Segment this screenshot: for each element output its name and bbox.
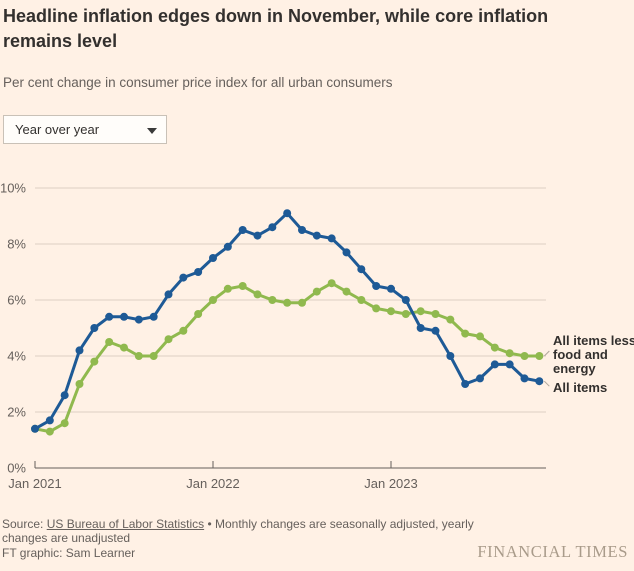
series-1-marker-16 — [268, 223, 277, 232]
label-connector-1 — [543, 380, 550, 387]
series-1-marker-19 — [312, 231, 321, 240]
series-1-marker-24 — [387, 284, 395, 293]
view-mode-dropdown[interactable]: Year over year — [3, 115, 167, 144]
series-line-1 — [33, 211, 541, 431]
series-0-marker-11 — [194, 310, 203, 318]
source-rest: • Monthly changes are seasonally adjuste… — [2, 517, 474, 545]
series-0-marker-3 — [75, 380, 84, 388]
series-1-marker-14 — [238, 226, 247, 234]
series-1-marker-15 — [253, 231, 262, 240]
series-1-marker-26 — [416, 324, 425, 332]
series-0-marker-22 — [357, 296, 366, 304]
series-1-marker-11 — [194, 268, 203, 276]
series-0-marker-12 — [209, 296, 217, 304]
series-1-marker-22 — [357, 265, 366, 274]
series-0-marker-24 — [387, 307, 395, 316]
series-0-marker-5 — [105, 338, 114, 346]
series-1-marker-4 — [90, 324, 99, 332]
series-0-marker-29 — [461, 329, 470, 338]
x-tick-label-0: Jan 2021 — [8, 476, 62, 491]
series-0-marker-1 — [45, 427, 54, 436]
series-0-marker-9 — [164, 335, 173, 344]
series-0-marker-17 — [283, 298, 292, 307]
series-0-marker-14 — [238, 282, 247, 290]
series-1-marker-3 — [75, 346, 84, 355]
series-0-marker-25 — [401, 310, 410, 318]
series-1-marker-25 — [401, 296, 410, 304]
y-tick-label-0: 0% — [7, 461, 26, 476]
series-1-marker-5 — [105, 312, 114, 321]
series-1-marker-33 — [520, 374, 529, 383]
series-1-marker-1 — [45, 416, 54, 425]
series-0-marker-16 — [268, 296, 277, 304]
series-1-marker-13 — [223, 242, 232, 251]
series-0-marker-31 — [490, 343, 499, 352]
series-1-marker-27 — [431, 326, 440, 335]
series-0-marker-19 — [312, 287, 321, 296]
series-0-marker-30 — [476, 332, 484, 341]
series-0-marker-15 — [253, 290, 262, 299]
y-tick-label-8: 8% — [7, 237, 26, 252]
series-1-marker-7 — [134, 315, 143, 324]
source-note: Source: US Bureau of Labor Statistics • … — [2, 517, 492, 545]
series-0-marker-7 — [134, 352, 143, 360]
series-1-marker-9 — [164, 290, 173, 299]
x-tick-label-2: Jan 2023 — [364, 476, 418, 491]
series-1-marker-30 — [476, 374, 484, 383]
series-1-marker-29 — [461, 380, 470, 388]
series-0-marker-34 — [535, 352, 544, 360]
series-1-marker-0 — [31, 424, 39, 433]
inflation-line-chart: 0% 2% 4% 6% 8% 10% Jan 2021 Jan 2022 Jan 2023 — [0, 175, 634, 497]
chart-canvas: 0% 2% 4% 6% 8% 10% Jan 2021 Jan 2022 Jan 2023 — [0, 181, 550, 491]
series-1-marker-17 — [283, 209, 292, 218]
series-0-marker-8 — [149, 352, 158, 360]
series-label-all-items: All items — [553, 380, 608, 395]
page-title: Headline inflation edges down in Novembe… — [3, 6, 549, 52]
y-tick-label-6: 6% — [7, 293, 26, 308]
series-1-marker-32 — [505, 360, 514, 369]
series-1-marker-34 — [535, 377, 544, 386]
series-0-marker-33 — [520, 352, 529, 360]
financial-times-logo: FINANCIAL TIMES — [477, 542, 628, 561]
series-1-marker-6 — [120, 312, 128, 321]
source-prefix: Source: — [2, 517, 47, 531]
series-1-marker-10 — [179, 273, 188, 282]
y-tick-label-10: 10% — [0, 181, 26, 196]
chart-subtitle: Per cent change in consumer price index … — [3, 75, 393, 90]
x-tick-label-1: Jan 2022 — [186, 476, 240, 491]
series-0-marker-27 — [431, 310, 440, 318]
chevron-down-icon — [147, 128, 157, 134]
series-0-marker-18 — [298, 298, 306, 307]
series-1-marker-31 — [490, 360, 499, 369]
series-1-marker-12 — [209, 254, 217, 262]
series-0-marker-23 — [372, 304, 381, 313]
series-1-marker-8 — [149, 312, 158, 321]
graphic-credit: FT graphic: Sam Learner — [2, 546, 136, 560]
series-0-marker-32 — [505, 349, 514, 358]
series-0-marker-6 — [120, 343, 128, 352]
series-1-marker-23 — [372, 282, 381, 290]
series-1-marker-21 — [342, 248, 351, 257]
series-0-marker-2 — [60, 419, 69, 428]
series-0-marker-28 — [446, 315, 455, 324]
label-connector-0 — [543, 350, 550, 357]
series-label-core: All items less food and energy — [553, 333, 634, 377]
series-0-marker-4 — [90, 357, 99, 366]
series-0-marker-26 — [416, 307, 425, 316]
series-0-marker-21 — [342, 287, 351, 296]
y-tick-label-2: 2% — [7, 405, 26, 420]
view-mode-dropdown-value: Year over year — [15, 122, 100, 137]
y-tick-label-4: 4% — [7, 349, 26, 364]
series-0-marker-13 — [223, 284, 232, 293]
series-1-marker-20 — [327, 234, 336, 243]
series-1-marker-28 — [446, 352, 455, 360]
series-0-marker-20 — [327, 279, 336, 288]
series-1-marker-2 — [60, 391, 69, 400]
source-link[interactable]: US Bureau of Labor Statistics — [46, 517, 205, 531]
series-1-marker-18 — [298, 226, 306, 234]
series-0-marker-10 — [179, 326, 188, 335]
